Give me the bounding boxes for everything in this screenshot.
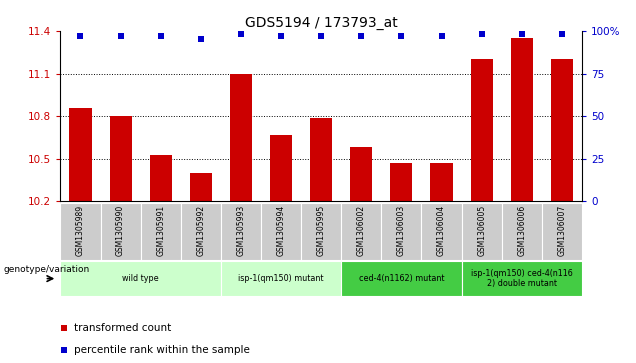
Text: GSM1305994: GSM1305994 [277,205,286,256]
Bar [350,147,372,201]
Text: GSM1305992: GSM1305992 [197,205,205,256]
Text: transformed count: transformed count [74,323,171,333]
Bar [270,135,292,201]
Text: GSM1306005: GSM1306005 [477,205,486,256]
Point [356,33,366,39]
Bar [310,118,332,201]
Bar [462,203,502,260]
Text: percentile rank within the sample: percentile rank within the sample [74,345,250,355]
Bar [301,203,342,260]
Bar [69,107,92,201]
Bar [221,261,342,296]
Text: GSM1306007: GSM1306007 [557,205,567,256]
Bar [471,59,493,201]
Point [316,33,326,39]
Bar [502,203,542,260]
Text: GSM1306004: GSM1306004 [437,205,446,256]
Bar [261,203,301,260]
Bar [109,116,132,201]
Bar [391,163,413,201]
Point [116,33,126,39]
Bar [551,59,573,201]
Point [476,31,487,37]
Title: GDS5194 / 173793_at: GDS5194 / 173793_at [245,16,398,30]
Point [556,31,567,37]
Point [59,325,69,331]
Point [156,33,166,39]
Text: GSM1306006: GSM1306006 [517,205,526,256]
Point [516,31,527,37]
Point [276,33,286,39]
Bar [422,203,462,260]
Bar [181,203,221,260]
Text: GSM1305995: GSM1305995 [317,205,326,256]
Bar [190,173,212,201]
Bar [382,203,422,260]
Point [236,31,246,37]
Point [396,33,406,39]
Text: genotype/variation: genotype/variation [3,265,90,274]
Bar [221,203,261,260]
Bar [342,203,382,260]
Bar [230,73,252,201]
Text: GSM1306002: GSM1306002 [357,205,366,256]
Point [196,36,206,42]
Text: GSM1305989: GSM1305989 [76,205,85,256]
Bar [60,261,221,296]
Text: GSM1305990: GSM1305990 [116,205,125,256]
Bar [342,261,462,296]
Bar [149,155,172,201]
Text: isp-1(qm150) ced-4(n116
2) double mutant: isp-1(qm150) ced-4(n116 2) double mutant [471,269,572,288]
Text: GSM1305991: GSM1305991 [156,205,165,256]
Bar [511,38,533,201]
Bar [462,261,582,296]
Text: GSM1306003: GSM1306003 [397,205,406,256]
Text: isp-1(qm150) mutant: isp-1(qm150) mutant [238,274,324,283]
Bar [542,203,582,260]
Bar [431,163,453,201]
Bar [141,203,181,260]
Text: GSM1305993: GSM1305993 [237,205,245,256]
Text: wild type: wild type [122,274,159,283]
Bar [60,203,100,260]
Text: ced-4(n1162) mutant: ced-4(n1162) mutant [359,274,444,283]
Point [59,347,69,353]
Point [76,33,86,39]
Bar [100,203,141,260]
Point [436,33,446,39]
